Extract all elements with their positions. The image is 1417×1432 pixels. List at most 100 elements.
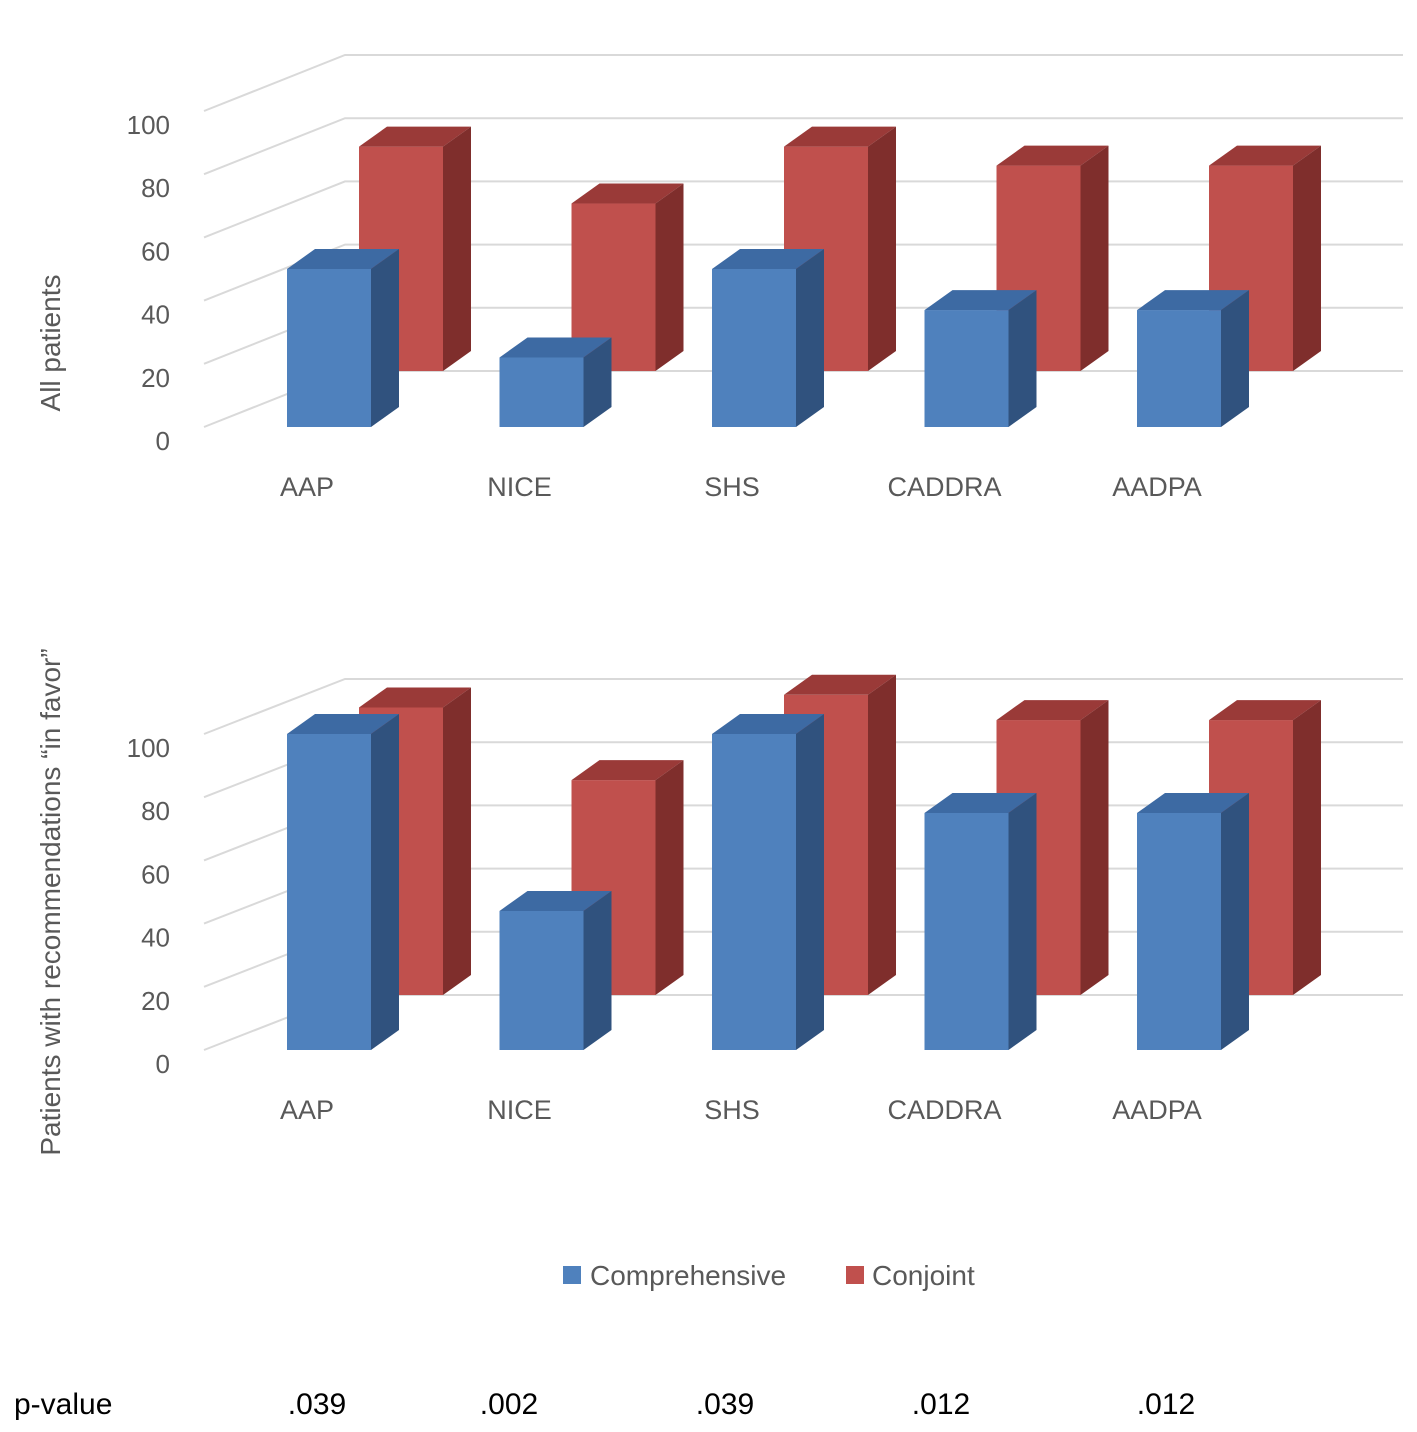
- bar-front-face: [287, 269, 371, 427]
- bar-top-face: [784, 674, 896, 695]
- bar-top-face: [924, 793, 1037, 813]
- y-tick-label: 20: [141, 986, 170, 1016]
- bar-front-face: [924, 813, 1009, 1050]
- bar-front-face: [499, 357, 584, 427]
- bar-comprehensive-shs: [712, 714, 824, 1050]
- bar-side-face: [583, 337, 612, 427]
- x-category-label: NICE: [487, 472, 552, 502]
- gridline: [203, 678, 1403, 735]
- bar-conjoint-shs: [784, 126, 896, 371]
- bar-comprehensive-nice: [499, 890, 612, 1050]
- bar-conjoint-caddra: [996, 145, 1109, 371]
- bar-front-face: [712, 269, 796, 427]
- bar-side-face: [371, 249, 399, 427]
- bar-top-face: [287, 714, 399, 734]
- bar-comprehensive-shs: [712, 249, 824, 427]
- chart-panel-in-favor: 0 20 40 60 80 100 AAP NICE SHS CADDRA AADPA Patie…: [35, 648, 1403, 1156]
- legend: Comprehensive Conjoint: [563, 1260, 975, 1291]
- pvalue: .012: [1137, 1388, 1195, 1421]
- y-tick-labels: 0 20 40 60 80 100: [127, 110, 170, 456]
- comprehensive-bars: [287, 249, 1249, 427]
- bar-comprehensive-nice: [499, 337, 612, 427]
- bar-comprehensive-aadpa: [1137, 793, 1249, 1050]
- bar-side-face: [1293, 145, 1321, 371]
- comprehensive-bars: [287, 714, 1249, 1050]
- y-tick-label: 60: [141, 859, 170, 889]
- x-category-label: AAP: [280, 472, 334, 502]
- bar-side-face: [868, 126, 896, 371]
- bar-front-face: [1137, 310, 1221, 427]
- y-tick-label: 20: [141, 363, 170, 393]
- legend-label-comprehensive: Comprehensive: [590, 1260, 786, 1291]
- bar-front-face: [924, 310, 1009, 427]
- bar-side-face: [796, 249, 824, 427]
- bar-side-face: [1080, 145, 1109, 371]
- bar-front-face: [499, 910, 584, 1050]
- bar-top-face: [571, 183, 684, 204]
- bar-top-face: [499, 337, 612, 358]
- bar-front-face: [712, 734, 796, 1050]
- bar-side-face: [371, 714, 399, 1050]
- bar-side-face: [1080, 700, 1109, 995]
- x-category-label: AADPA: [1112, 1095, 1202, 1125]
- y-tick-label: 80: [141, 796, 170, 826]
- x-category-label: AAP: [280, 1095, 334, 1125]
- bar-side-face: [868, 674, 896, 995]
- bar-side-face: [1221, 793, 1249, 1050]
- chart-panel-all-patients: 0 20 40 60 80 100 AAP NICE SHS CADDRA AADPA All p…: [35, 54, 1403, 502]
- conjoint-bars: [359, 126, 1321, 371]
- x-category-labels: AAP NICE SHS CADDRA AADPA: [280, 1095, 1202, 1125]
- x-category-label: CADDRA: [887, 1095, 1001, 1125]
- pvalue-row: p-value .039 .002 .039 .012 .012: [14, 1388, 1195, 1421]
- pvalue: .012: [912, 1388, 970, 1421]
- x-category-label: CADDRA: [887, 472, 1001, 502]
- bar-side-face: [1221, 290, 1249, 427]
- bar-top-face: [571, 760, 684, 781]
- bar-top-face: [1137, 793, 1249, 813]
- y-tick-label: 80: [141, 173, 170, 203]
- y-tick-label: 100: [127, 110, 170, 140]
- gridline: [203, 117, 1403, 176]
- bar-side-face: [1293, 700, 1321, 995]
- bar-side-face: [443, 687, 471, 995]
- bar-top-face: [1209, 700, 1321, 721]
- bar-top-face: [499, 890, 612, 911]
- bar-top-face: [784, 126, 896, 147]
- y-tick-label: 60: [141, 236, 170, 266]
- x-category-label: SHS: [704, 472, 760, 502]
- y-tick-label: 0: [156, 426, 170, 456]
- y-tick-label: 100: [127, 733, 170, 763]
- bar-comprehensive-caddra: [924, 793, 1037, 1050]
- bar-comprehensive-aap: [287, 249, 399, 427]
- y-axis-label: All patients: [35, 275, 66, 412]
- pvalue: .039: [696, 1388, 754, 1421]
- legend-swatch-conjoint: [846, 1266, 864, 1284]
- bar-side-face: [655, 183, 684, 371]
- x-category-label: SHS: [704, 1095, 760, 1125]
- pvalue-label: p-value: [14, 1388, 112, 1421]
- bar-top-face: [287, 249, 399, 269]
- bar-top-face: [996, 700, 1109, 721]
- bar-top-face: [1209, 145, 1321, 166]
- bar-comprehensive-aadpa: [1137, 290, 1249, 427]
- bar-side-face: [1008, 290, 1037, 427]
- bar-top-face: [924, 290, 1037, 311]
- pvalue-values: .039 .002 .039 .012 .012: [288, 1388, 1195, 1421]
- legend-label-conjoint: Conjoint: [872, 1260, 975, 1291]
- bar-comprehensive-aap: [287, 714, 399, 1050]
- bar-side-face: [443, 126, 471, 371]
- y-axis-label: Patients with recommendations “in favor”: [35, 648, 66, 1155]
- x-category-label: AADPA: [1112, 472, 1202, 502]
- bar-top-face: [1137, 290, 1249, 311]
- bar-top-face: [712, 249, 824, 269]
- bar-comprehensive-caddra: [924, 290, 1037, 427]
- y-tick-labels: 0 20 40 60 80 100: [127, 733, 170, 1079]
- y-tick-label: 40: [141, 923, 170, 953]
- bar-front-face: [287, 734, 371, 1050]
- bar-top-face: [359, 687, 471, 708]
- y-tick-label: 0: [156, 1049, 170, 1079]
- bar-side-face: [796, 714, 824, 1050]
- bar-top-face: [712, 714, 824, 734]
- bar-side-face: [583, 890, 612, 1050]
- bar-front-face: [1137, 813, 1221, 1050]
